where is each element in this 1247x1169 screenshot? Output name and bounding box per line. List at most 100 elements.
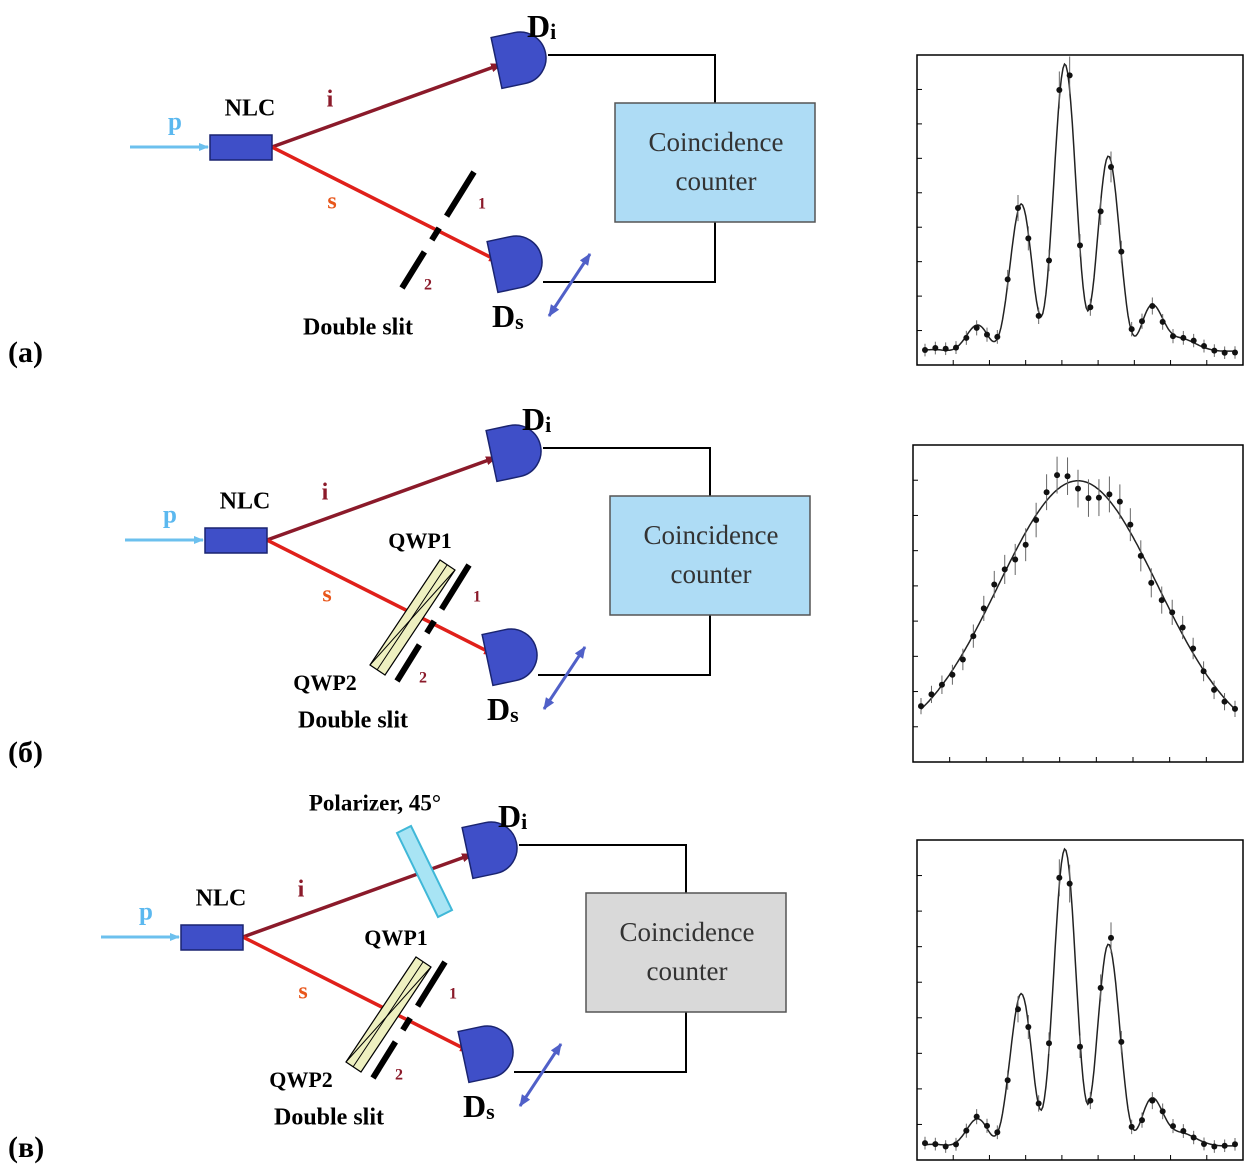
data-point — [943, 1144, 949, 1150]
data-point — [1077, 242, 1083, 248]
data-point — [1211, 687, 1217, 693]
data-point — [922, 347, 928, 353]
pump-label: p — [163, 502, 177, 529]
data-point — [928, 691, 934, 697]
data-point — [1096, 495, 1102, 501]
crystal-label: NLC — [220, 489, 271, 515]
data-point — [1005, 276, 1011, 282]
detector-s — [482, 624, 542, 685]
data-point — [949, 672, 955, 678]
data-point — [1117, 499, 1123, 505]
data-point — [984, 332, 990, 338]
data-point — [1169, 609, 1175, 615]
data-point — [1067, 881, 1073, 887]
data-point — [1127, 522, 1133, 528]
data-point — [974, 1114, 980, 1120]
slit-1-label: 1 — [478, 196, 486, 213]
data-point — [1211, 348, 1217, 354]
data-point — [991, 581, 997, 587]
panel-label: (в) — [8, 1131, 44, 1164]
data-point — [1065, 473, 1071, 479]
counter-label: counter — [671, 559, 752, 589]
data-point — [1180, 624, 1186, 630]
plot — [917, 55, 1243, 365]
signal-label: s — [327, 189, 336, 215]
detector-main: D — [487, 691, 510, 727]
detector-sub: s — [486, 1099, 495, 1124]
data-point — [1180, 335, 1186, 341]
data-point — [1005, 1077, 1011, 1083]
data-point — [1139, 318, 1145, 324]
pump-label: p — [168, 109, 182, 136]
slit-1-label: 1 — [473, 589, 481, 606]
crystal-label: NLC — [225, 96, 276, 122]
slit-label: Double slit — [274, 1105, 384, 1131]
data-point — [1106, 491, 1112, 497]
counter-label: counter — [676, 166, 757, 196]
qwp2-label: QWP2 — [269, 1067, 333, 1092]
data-point — [963, 1128, 969, 1134]
data-point — [1222, 350, 1228, 356]
qwp2-label: QWP2 — [293, 670, 357, 695]
slit-label: Double slit — [303, 315, 413, 341]
double-slit — [402, 172, 474, 288]
crystal — [205, 528, 267, 553]
idler-label: i — [298, 877, 305, 903]
data-point — [943, 346, 949, 352]
panel-label: (a) — [8, 336, 43, 369]
coincidence-counter — [615, 103, 815, 222]
detector-main: D — [527, 8, 550, 44]
detector-sub: s — [515, 309, 524, 334]
slit-1-label: 1 — [449, 986, 457, 1003]
slit-2-label: 2 — [424, 277, 432, 294]
data-point — [1108, 935, 1114, 941]
data-point — [1108, 164, 1114, 170]
fit-curve — [925, 64, 1235, 351]
data-point — [1201, 668, 1207, 674]
fit-curve — [925, 849, 1235, 1146]
data-point — [1201, 343, 1207, 349]
data-point — [1139, 1117, 1145, 1123]
data-point — [1056, 875, 1062, 881]
data-point — [963, 335, 969, 341]
data-point — [1015, 205, 1021, 211]
data-point — [1067, 72, 1073, 78]
data-point — [1211, 1144, 1217, 1150]
data-point — [918, 703, 924, 709]
data-point — [1191, 338, 1197, 344]
qwp1-label: QWP1 — [364, 925, 428, 950]
data-point — [1149, 303, 1155, 309]
data-point — [953, 345, 959, 351]
data-point — [1033, 517, 1039, 523]
crystal — [210, 135, 272, 160]
data-point — [1002, 566, 1008, 572]
signal-label: s — [298, 979, 307, 1005]
signal-beam — [267, 540, 495, 655]
data-point — [974, 325, 980, 331]
data-point — [1170, 333, 1176, 339]
qwp1-label: QWP1 — [388, 528, 452, 553]
data-point — [1129, 1124, 1135, 1130]
data-point — [960, 656, 966, 662]
idler-label: i — [327, 87, 334, 113]
data-point — [953, 1141, 959, 1147]
data-point — [1159, 597, 1165, 603]
data-point — [970, 633, 976, 639]
plot-frame — [917, 840, 1243, 1160]
translation-arrow — [520, 1044, 561, 1106]
data-point — [1054, 472, 1060, 478]
data-point — [994, 334, 1000, 340]
data-point — [1148, 580, 1154, 586]
data-point — [1098, 985, 1104, 991]
idler-beam — [272, 64, 502, 147]
plot — [913, 445, 1243, 762]
signal-label: s — [322, 582, 331, 608]
data-point — [1160, 1108, 1166, 1114]
data-point — [1118, 249, 1124, 255]
data-point — [1201, 1141, 1207, 1147]
data-point — [1075, 486, 1081, 492]
data-point — [1012, 556, 1018, 562]
data-point — [1046, 1040, 1052, 1046]
detector-sub: i — [521, 809, 527, 834]
plot — [917, 840, 1243, 1160]
